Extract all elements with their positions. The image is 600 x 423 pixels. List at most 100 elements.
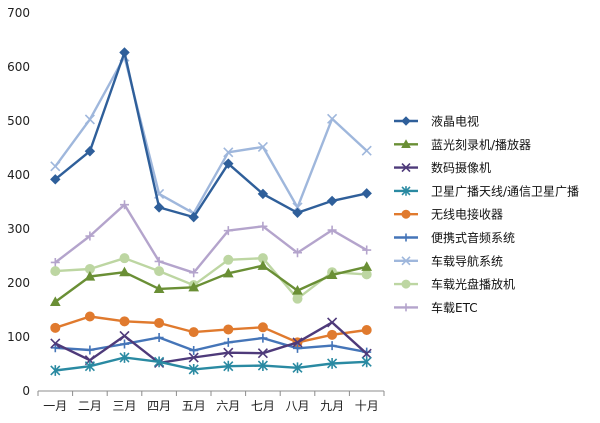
legend-item: 便携式音频系统 [394, 230, 515, 245]
legend-item: 车载光盘播放机 [394, 277, 515, 292]
data-point-marker [188, 327, 199, 338]
data-point-marker [327, 341, 337, 351]
legend-label: 车载导航系统 [431, 253, 503, 268]
data-point-marker [119, 330, 130, 341]
series-4 [50, 352, 372, 376]
data-point-marker [258, 333, 268, 343]
legend-label: 液晶电视 [431, 114, 479, 129]
data-point-marker [50, 338, 61, 349]
data-point-marker [257, 348, 268, 359]
data-point-marker [361, 269, 372, 280]
x-tick-label: 四月 [147, 399, 171, 413]
data-point-marker [293, 248, 302, 258]
data-point-marker [402, 303, 410, 312]
legend-item: 液晶电视 [394, 114, 479, 129]
data-point-marker [292, 207, 303, 219]
series-line [54, 315, 367, 344]
data-point-marker [257, 360, 268, 372]
x-tick-label: 六月 [216, 399, 240, 413]
data-point-marker [84, 311, 95, 322]
data-point-marker [154, 317, 165, 328]
y-tick-label: 400 [7, 168, 30, 182]
data-point-marker [154, 256, 164, 266]
series-line [54, 264, 367, 303]
data-point-marker [50, 257, 60, 267]
data-point-marker [293, 343, 302, 353]
data-point-marker [326, 195, 338, 207]
legend-item: 车载导航系统 [394, 253, 503, 268]
data-point-marker [257, 322, 268, 333]
legend-label: 数码摄像机 [431, 160, 491, 175]
data-point-marker [154, 356, 165, 368]
data-point-marker [292, 337, 303, 348]
y-tick-label: 500 [7, 114, 30, 128]
data-point-marker [119, 266, 130, 277]
series-line [54, 51, 367, 219]
data-point-marker [119, 316, 130, 327]
series-9 [50, 200, 372, 278]
data-point-marker [223, 360, 234, 372]
series-line [54, 321, 368, 365]
data-point-marker [188, 364, 199, 375]
data-point-marker [223, 347, 234, 358]
series-line [54, 203, 368, 274]
x-tick-label: 五月 [182, 399, 206, 413]
data-point-marker [401, 116, 411, 126]
series-5 [50, 311, 372, 348]
data-point-marker [84, 270, 96, 281]
x-tick-label: 三月 [112, 399, 136, 413]
x-tick-label: 二月 [78, 399, 102, 413]
series-line [55, 336, 367, 354]
legend-item: 蓝光刻录机/播放器 [394, 137, 531, 152]
legend-item: 车载ETC [394, 300, 478, 315]
data-point-marker [223, 324, 234, 335]
data-point-marker [188, 281, 200, 292]
series-layer [49, 47, 373, 376]
data-point-marker [119, 352, 130, 363]
data-point-marker [120, 339, 129, 349]
data-point-marker [326, 269, 338, 279]
data-point-marker [327, 358, 338, 369]
y-tick-label: 200 [7, 276, 30, 290]
data-point-marker [189, 268, 199, 278]
series-3 [50, 317, 372, 368]
data-point-marker [84, 360, 95, 372]
data-point-marker [327, 113, 338, 124]
data-point-marker [361, 261, 373, 271]
y-tick-label: 700 [7, 6, 30, 20]
legend-label: 车载ETC [431, 300, 478, 315]
legend-label: 卫星广播天线/通信卫星广播 [431, 184, 579, 198]
legend-label: 无线电接收器 [431, 207, 503, 222]
data-point-marker [327, 225, 337, 235]
data-point-marker [223, 226, 233, 236]
series-1 [50, 47, 372, 223]
data-point-marker [50, 365, 61, 376]
data-point-marker [401, 163, 411, 173]
series-2 [49, 260, 373, 306]
x-tick-label: 九月 [320, 399, 344, 413]
x-tick-label: 十月 [355, 399, 379, 413]
data-point-marker [361, 188, 372, 199]
data-point-marker [401, 256, 411, 266]
data-point-marker [361, 348, 372, 359]
data-point-marker [84, 146, 96, 157]
chart-legend: 液晶电视蓝光刻录机/播放器数码摄像机卫星广播天线/通信卫星广播无线电接收器便携式… [394, 114, 579, 315]
data-point-marker [222, 267, 234, 278]
data-point-marker [327, 329, 338, 340]
data-point-marker [84, 114, 95, 125]
data-point-marker [401, 139, 411, 148]
data-point-marker [292, 293, 303, 304]
data-point-marker [223, 147, 234, 158]
x-tick-label: 七月 [251, 399, 275, 413]
y-tick-label: 300 [7, 222, 30, 236]
data-point-marker [119, 47, 130, 58]
data-point-marker [257, 260, 269, 270]
data-point-marker [50, 161, 61, 172]
data-point-marker [223, 254, 234, 265]
series-line [55, 257, 367, 300]
x-tick-label: 八月 [285, 399, 309, 413]
x-tick-label: 一月 [43, 399, 67, 413]
data-point-marker [223, 158, 234, 169]
data-point-marker [49, 296, 61, 306]
